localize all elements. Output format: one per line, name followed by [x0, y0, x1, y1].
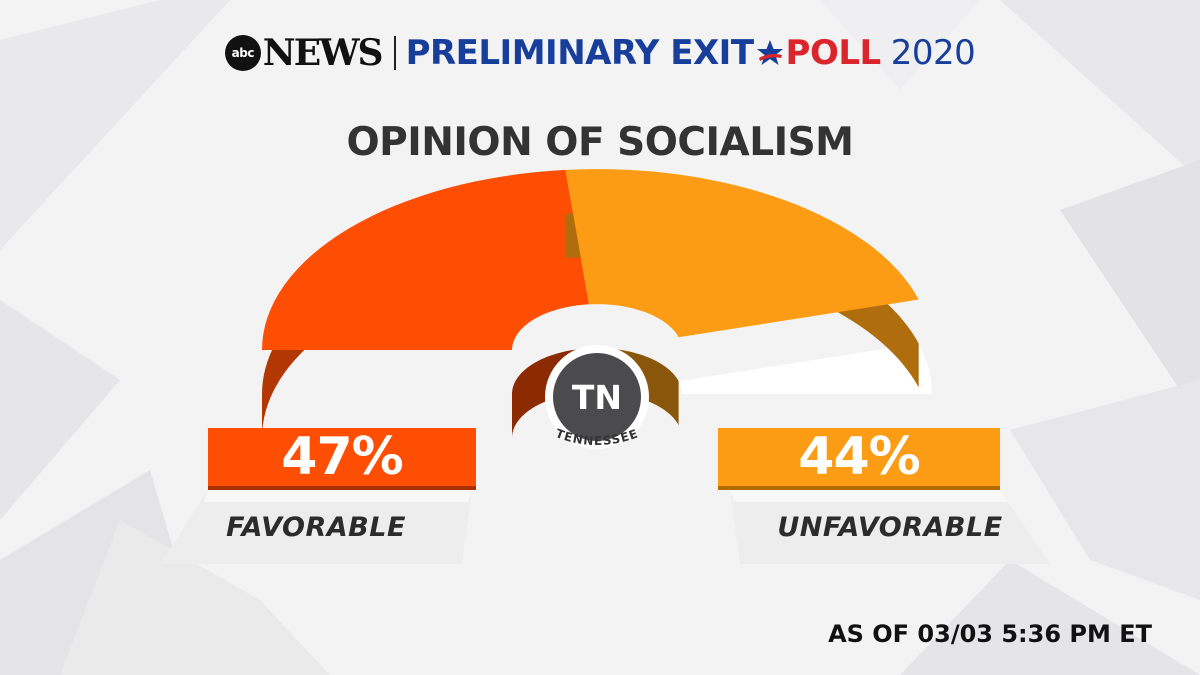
as-of-timestamp: AS OF 03/03 5:36 PM ET — [828, 620, 1152, 648]
state-abbr: TN — [572, 378, 622, 417]
unfavorable-label-box: UNFAVORABLE — [730, 490, 1050, 564]
favorable-slice — [262, 170, 589, 350]
favorable-label-box: FAVORABLE — [160, 490, 472, 564]
favorable-value: 47% — [208, 428, 476, 490]
unfavorable-value: 44% — [718, 428, 1000, 490]
favorable-label: FAVORABLE — [226, 512, 406, 543]
unfavorable-label: UNFAVORABLE — [777, 512, 1002, 543]
